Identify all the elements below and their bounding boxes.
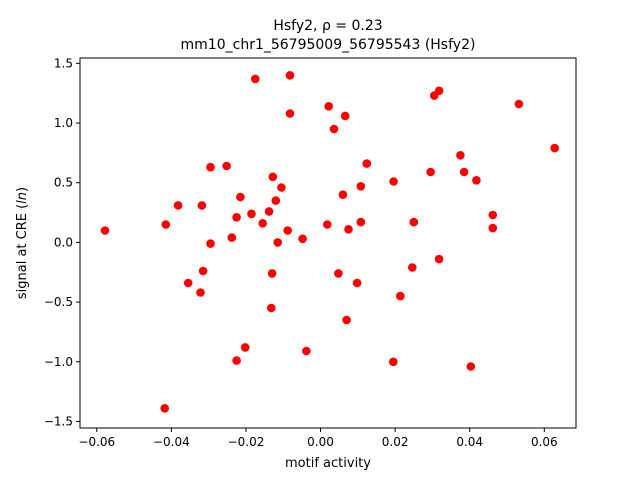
data-point bbox=[285, 71, 295, 80]
data-point bbox=[173, 201, 183, 210]
chart-title-line2: mm10_chr1_56795009_56795543 (Hsfy2) bbox=[181, 37, 476, 53]
y-tick-label: 0.0 bbox=[54, 235, 73, 249]
data-point bbox=[550, 143, 559, 153]
y-axis-label: signal at CRE (ln) bbox=[15, 187, 30, 299]
data-point bbox=[409, 217, 419, 227]
data-point bbox=[258, 219, 268, 228]
data-point bbox=[160, 404, 169, 413]
data-point bbox=[232, 356, 241, 365]
data-point bbox=[236, 192, 245, 202]
data-point bbox=[344, 225, 353, 234]
data-point bbox=[356, 182, 366, 191]
data-point bbox=[298, 234, 307, 244]
data-point bbox=[466, 362, 476, 371]
data-point bbox=[251, 74, 260, 84]
x-tick-label: 0.04 bbox=[456, 435, 483, 449]
y-tick-label: −1.0 bbox=[44, 355, 73, 369]
data-point bbox=[362, 159, 372, 168]
data-point bbox=[271, 196, 281, 205]
data-point bbox=[472, 176, 481, 185]
x-axis-ticks: −0.06 −0.04 −0.02 0.00 0.02 0.04 0.06 bbox=[78, 428, 558, 449]
data-point bbox=[338, 190, 348, 199]
x-tick-label: −0.06 bbox=[78, 435, 115, 449]
data-point bbox=[283, 226, 293, 235]
data-point bbox=[352, 278, 362, 288]
data-point bbox=[324, 102, 334, 111]
data-point bbox=[183, 278, 193, 288]
data-points bbox=[100, 71, 559, 413]
data-point bbox=[206, 162, 215, 172]
data-point bbox=[389, 177, 398, 186]
x-axis-label: motif activity bbox=[285, 456, 371, 471]
data-point bbox=[206, 239, 215, 248]
x-tick-label: −0.04 bbox=[153, 435, 190, 449]
data-point bbox=[323, 220, 332, 229]
data-point bbox=[329, 124, 339, 134]
data-point bbox=[222, 161, 231, 171]
x-tick-label: 0.06 bbox=[531, 435, 558, 449]
data-point bbox=[277, 183, 286, 192]
plot-area-frame bbox=[79, 57, 577, 429]
data-point bbox=[227, 233, 237, 242]
data-point bbox=[426, 167, 435, 177]
data-point bbox=[488, 223, 498, 233]
data-point bbox=[240, 343, 250, 352]
data-point bbox=[302, 346, 311, 356]
data-point bbox=[267, 269, 277, 278]
data-point bbox=[434, 86, 444, 96]
data-point bbox=[232, 213, 241, 222]
data-point bbox=[268, 172, 278, 182]
data-point bbox=[334, 269, 343, 278]
data-point bbox=[247, 209, 256, 219]
y-axis-ticks: −1.5 −1.0 −0.5 0.0 0.5 1.0 1.5 bbox=[44, 56, 80, 428]
data-point bbox=[197, 201, 207, 210]
data-point bbox=[342, 315, 351, 325]
y-tick-label: −0.5 bbox=[44, 295, 73, 309]
x-tick-label: −0.02 bbox=[228, 435, 265, 449]
data-point bbox=[196, 288, 205, 297]
x-tick-label: 0.00 bbox=[307, 435, 334, 449]
data-point bbox=[408, 263, 417, 272]
data-point bbox=[264, 207, 274, 216]
data-point bbox=[100, 226, 110, 235]
data-point bbox=[161, 220, 171, 229]
data-point bbox=[356, 217, 366, 227]
data-point bbox=[459, 167, 469, 177]
y-tick-label: 1.5 bbox=[54, 56, 73, 70]
data-point bbox=[267, 303, 276, 313]
data-point bbox=[340, 111, 350, 121]
data-point bbox=[198, 266, 208, 276]
y-tick-label: 1.0 bbox=[54, 116, 73, 130]
y-tick-label: 0.5 bbox=[54, 176, 73, 190]
data-point bbox=[389, 357, 398, 367]
y-tick-label: −1.5 bbox=[44, 414, 73, 428]
data-point bbox=[396, 291, 405, 301]
data-point bbox=[514, 99, 524, 109]
data-point bbox=[285, 109, 295, 118]
chart-title-line1: Hsfy2, ρ = 0.23 bbox=[273, 18, 382, 34]
data-point bbox=[488, 210, 498, 220]
data-point bbox=[434, 254, 444, 264]
data-point bbox=[273, 238, 283, 247]
data-point bbox=[456, 151, 465, 160]
x-tick-label: 0.02 bbox=[382, 435, 409, 449]
